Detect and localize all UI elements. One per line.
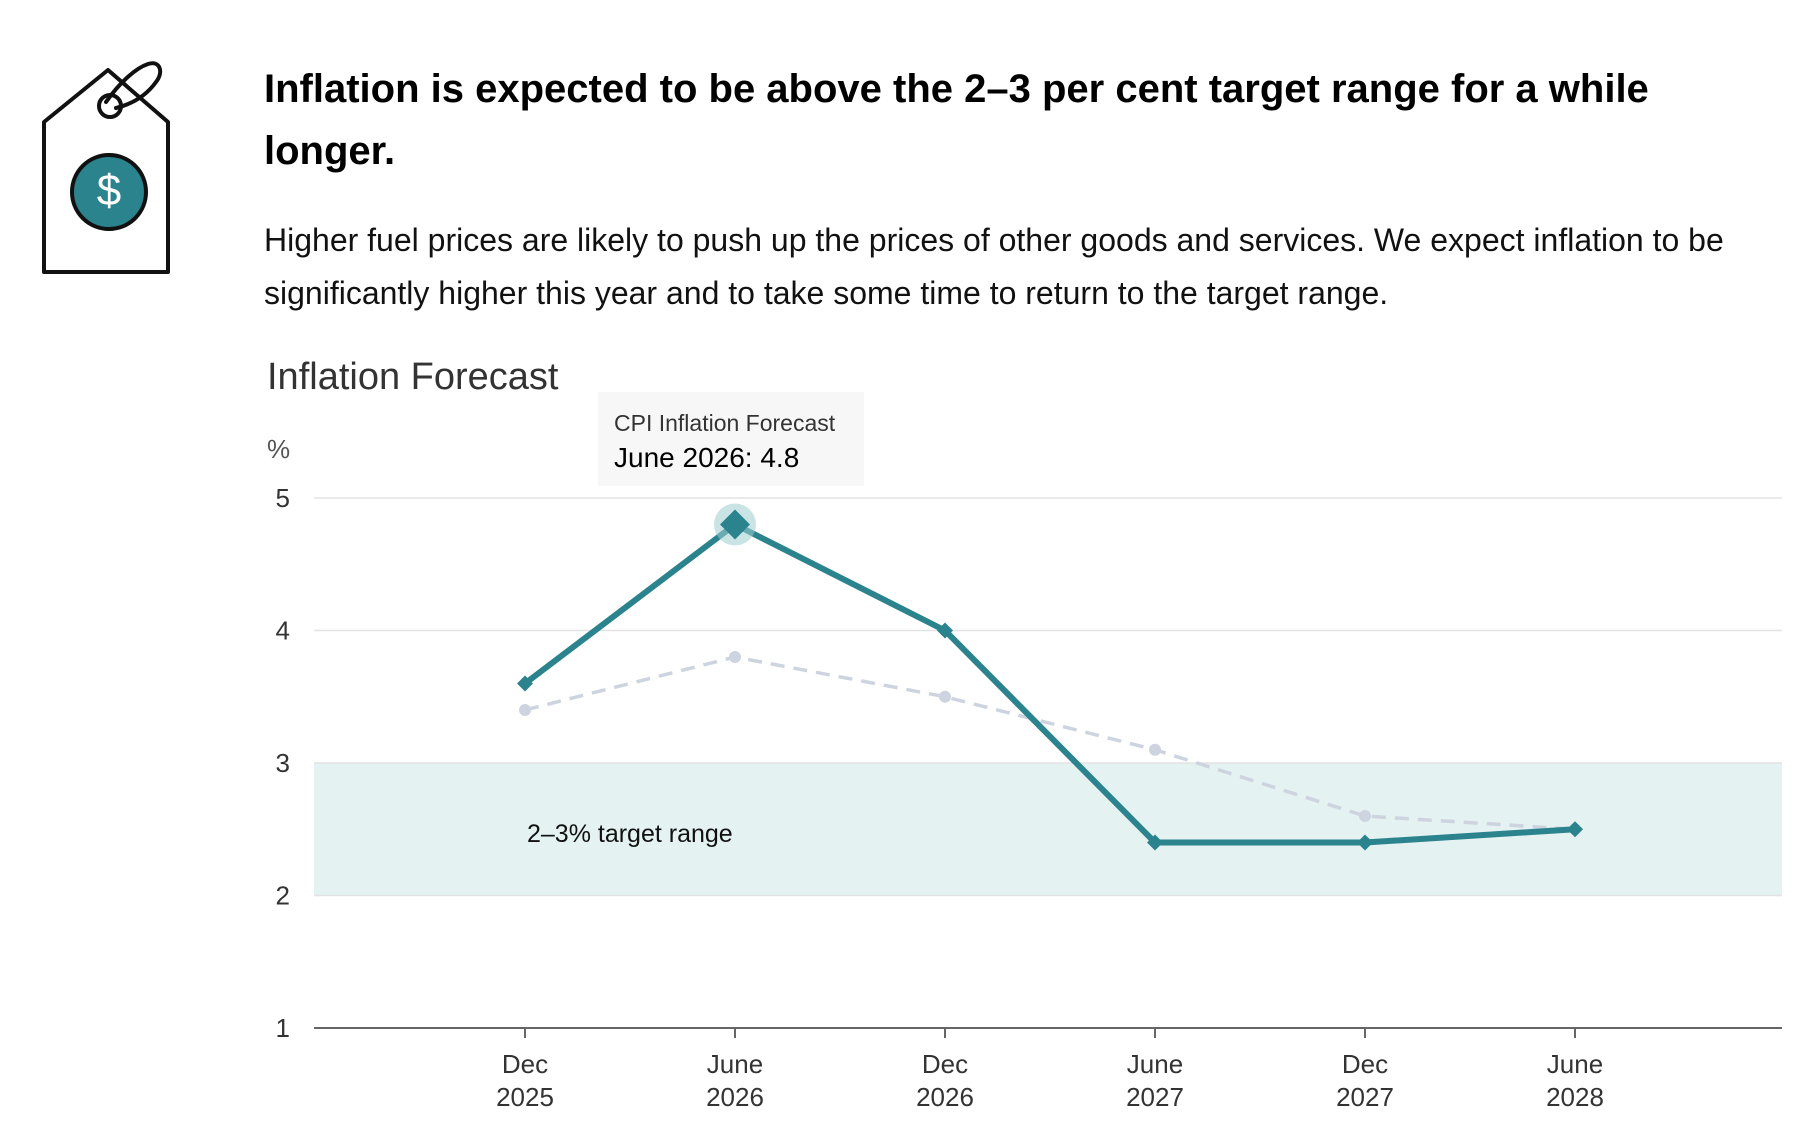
x-tick-label-year: 2026 [916,1082,974,1112]
x-tick-label-month: Dec [502,1049,548,1079]
price-tag-dollar-icon: $ [42,61,170,274]
x-tick-label-year: 2028 [1546,1082,1604,1112]
cpi-forecast-line [522,521,1578,846]
y-tick-label: 5 [276,483,290,513]
x-tick-label-year: 2027 [1336,1082,1394,1112]
chart-tooltip: CPI Inflation Forecast June 2026: 4.8 [598,392,864,486]
cpi-forecast-point [1147,834,1163,851]
y-tick-label: 1 [276,1013,290,1043]
previous-forecast-point [729,651,741,663]
previous-forecast-point [1359,810,1371,822]
tooltip-series-name: CPI Inflation Forecast [614,410,836,436]
previous-forecast-point [519,704,531,716]
x-tick-label-month: June [1547,1049,1603,1079]
cpi-forecast-point [517,675,533,692]
x-tick-label-month: June [1127,1049,1183,1079]
x-tick-label-year: 2025 [496,1082,554,1112]
headline: Inflation is expected to be above the 2–… [264,67,1649,173]
x-tick-label-month: Dec [922,1049,968,1079]
previous-forecast-point [939,690,951,703]
previous-forecast-line [524,655,1576,831]
svg-text:$: $ [97,166,121,215]
x-tick-label-year: 2027 [1126,1082,1184,1112]
chart-title: Inflation Forecast [267,356,559,398]
cpi-forecast-point [1567,821,1583,838]
y-tick-label: 4 [276,616,290,646]
cpi-forecast-point [937,622,953,639]
cpi-forecast-point-highlighted [720,509,750,540]
target-range-label: 2–3% target range [527,820,733,848]
x-tick-label-month: June [707,1049,763,1079]
intro-paragraph: Higher fuel prices are likely to push up… [264,222,1724,311]
y-tick-label: 3 [276,748,290,778]
tooltip-value: June 2026: 4.8 [614,442,800,473]
y-axis-label: % [267,434,290,464]
previous-forecast-point [1149,743,1161,756]
y-tick-label: 2 [276,881,290,911]
x-tick-label-month: Dec [1342,1049,1388,1079]
cpi-forecast-point [1357,834,1373,851]
x-tick-label-year: 2026 [706,1082,764,1112]
